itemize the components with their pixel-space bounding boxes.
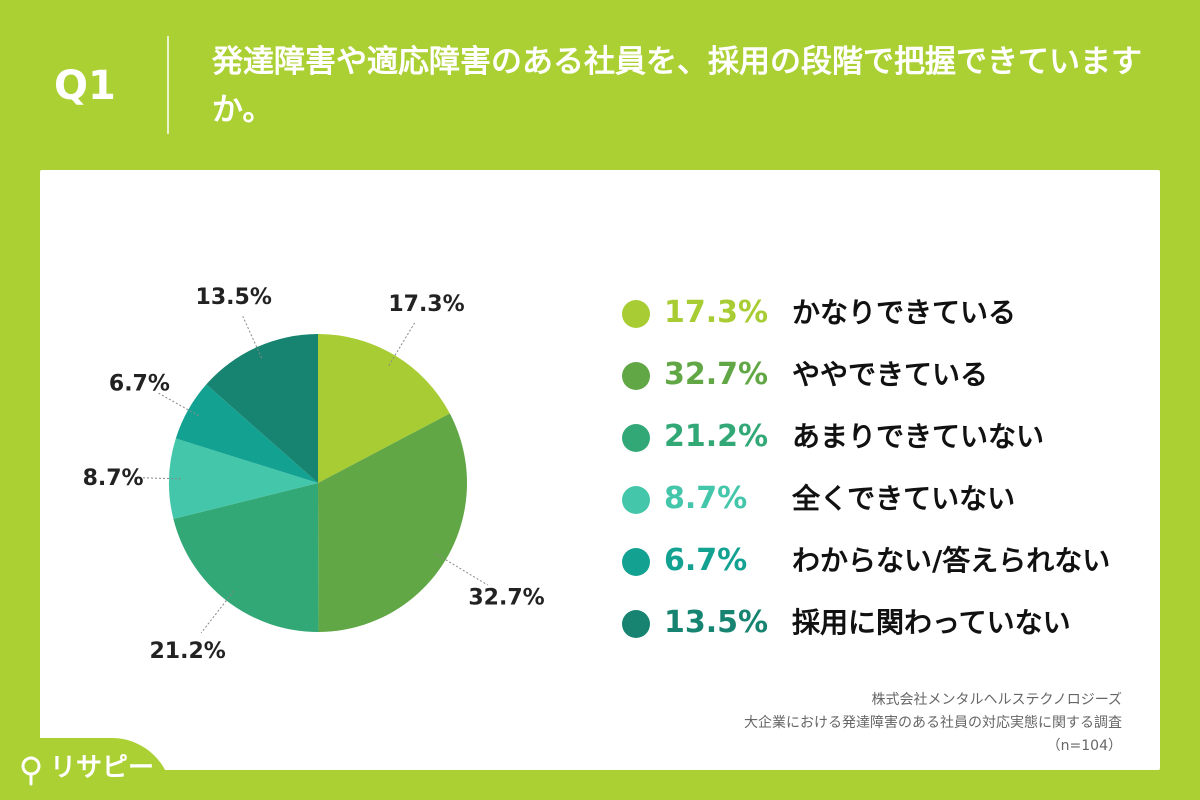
legend-percent: 6.7% bbox=[664, 543, 748, 578]
legend-percent: 32.7% bbox=[664, 357, 769, 392]
legend-item: 32.7% ややできている bbox=[622, 346, 1152, 408]
data-label: 8.7% bbox=[83, 466, 144, 491]
legend-swatch bbox=[622, 548, 650, 576]
legend-swatch bbox=[622, 486, 650, 514]
data-label: 13.5% bbox=[196, 285, 272, 310]
brand-logo: リサピー bbox=[0, 738, 172, 800]
pie-slice bbox=[318, 413, 468, 632]
legend-label: わからない/答えられない bbox=[792, 544, 1111, 577]
legend-item: 17.3% かなりできている bbox=[622, 284, 1152, 346]
legend: 17.3% かなりできている 32.7% ややできている 21.2% あまりでき… bbox=[622, 284, 1152, 656]
source-survey: 大企業における発達障害のある社員の対応実態に関する調査 bbox=[744, 715, 1122, 731]
chart-panel: 17.3% 32.7% 21.2% 8.7% 6.7% 13.5% 17.3% かなりでき… bbox=[40, 170, 1160, 770]
header-divider bbox=[167, 36, 169, 134]
leader-line bbox=[388, 321, 416, 366]
legend-swatch bbox=[622, 424, 650, 452]
legend-swatch bbox=[622, 610, 650, 638]
data-label: 32.7% bbox=[468, 585, 544, 610]
brand-name: リサピー bbox=[50, 753, 155, 783]
legend-item: 6.7% わからない/答えられない bbox=[622, 532, 1152, 594]
legend-item: 8.7% 全くできていない bbox=[622, 470, 1152, 532]
legend-label: あまりできていない bbox=[792, 420, 1045, 453]
legend-label: ややできている bbox=[792, 358, 989, 391]
legend-percent: 13.5% bbox=[664, 605, 769, 640]
leader-line bbox=[435, 553, 488, 586]
source-company: 株式会社メンタルヘルステクノロジーズ bbox=[871, 692, 1122, 708]
legend-item: 21.2% あまりできていない bbox=[622, 408, 1152, 470]
question-title: 発達障害や適応障害のある社員を、採用の段階で把握できていますか。 bbox=[212, 44, 1142, 128]
source-sample-size: （n=104） bbox=[1046, 738, 1122, 754]
legend-percent: 8.7% bbox=[664, 481, 748, 516]
legend-label: かなりできている bbox=[792, 296, 1017, 329]
leader-line bbox=[200, 590, 235, 634]
pie-slice bbox=[173, 483, 319, 632]
legend-item: 13.5% 採用に関わっていない bbox=[622, 594, 1152, 656]
source-note: 株式会社メンタルヘルステクノロジーズ 大企業における発達障害のある社員の対応実態… bbox=[522, 689, 1122, 758]
legend-label: 全くできていない bbox=[792, 482, 1016, 515]
legend-percent: 21.2% bbox=[664, 419, 769, 454]
pie-slice bbox=[206, 334, 318, 483]
legend-swatch bbox=[622, 362, 650, 390]
pie-slice bbox=[169, 438, 318, 519]
location-pin-icon bbox=[21, 756, 41, 786]
data-label: 17.3% bbox=[388, 292, 464, 317]
legend-swatch bbox=[622, 300, 650, 328]
pie-chart: 17.3% 32.7% 21.2% 8.7% 6.7% 13.5% bbox=[83, 285, 545, 664]
data-label: 6.7% bbox=[109, 371, 170, 396]
legend-percent: 17.3% bbox=[664, 295, 769, 330]
legend-label: 採用に関わっていない bbox=[792, 606, 1071, 639]
pie-slice bbox=[175, 384, 318, 483]
pie-slice bbox=[318, 334, 450, 483]
question-number: Q1 bbox=[54, 63, 116, 109]
data-label: 21.2% bbox=[149, 639, 225, 664]
